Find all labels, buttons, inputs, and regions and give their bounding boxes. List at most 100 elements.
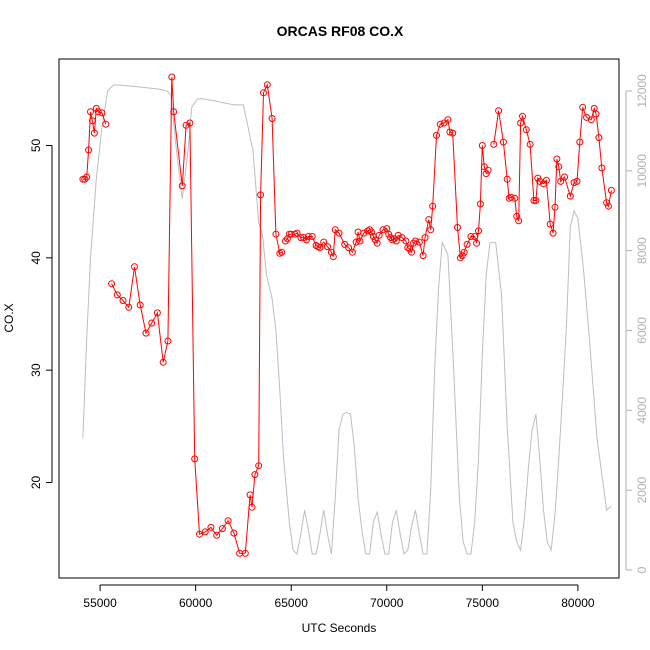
co-data-point (218, 525, 226, 533)
co-data-point (387, 234, 395, 242)
plot-frame (58, 58, 620, 579)
co-data-point (153, 309, 161, 317)
co-data-point (125, 303, 133, 311)
y2-tick-label: 4000 (635, 397, 649, 424)
co-data-point (519, 112, 526, 120)
co-data-point (283, 235, 291, 243)
y-axis-label: CO.X (2, 303, 16, 332)
co-data-point (454, 224, 461, 231)
co-data-point (507, 193, 515, 201)
co-data-point (471, 233, 479, 240)
co-data-point (92, 104, 100, 112)
co-data-point (327, 248, 335, 256)
co-data-point (536, 177, 544, 185)
co-data-point (164, 337, 172, 345)
co-data-point (463, 240, 471, 248)
co-data-point (241, 549, 249, 557)
y2-tick-label: 10000 (635, 154, 649, 188)
co-data-point (303, 236, 310, 244)
co-data-point (191, 455, 199, 463)
co-data-point (478, 142, 486, 149)
co-data-point (324, 243, 331, 251)
co-data-point (526, 140, 534, 148)
co-data-point (404, 244, 412, 252)
co-data-point (282, 237, 289, 245)
co-data-point (246, 491, 254, 499)
co-data-point (142, 329, 150, 337)
co-data-point (436, 120, 444, 128)
co-data-point (90, 129, 98, 137)
co-data-point (182, 121, 190, 129)
co-data-point (603, 199, 611, 207)
co-data-point (503, 175, 511, 183)
co-data-point (484, 166, 492, 174)
co-data-point (412, 237, 419, 245)
co-data-point (449, 129, 457, 137)
co-data-point (482, 170, 490, 178)
co-series-line (111, 76, 282, 554)
co-data-point (379, 226, 387, 234)
x-tick-label: 75000 (466, 596, 500, 610)
co-data-point (196, 530, 203, 538)
co-data-point (201, 528, 209, 536)
co-data-point (522, 126, 530, 134)
co-data-point (136, 301, 144, 309)
co-data-point (108, 280, 116, 288)
y-tick-label: 30 (29, 363, 43, 377)
co-data-point (419, 252, 427, 260)
co-data-point (499, 138, 507, 146)
co-data-point (542, 176, 550, 184)
co-data-point (476, 200, 484, 208)
co-data-point (433, 131, 440, 139)
co-data-point (427, 226, 435, 234)
co-data-point (555, 163, 563, 171)
co-data-point (425, 216, 433, 224)
x-tick-label: 55000 (83, 596, 117, 610)
altitude-series-line (82, 84, 612, 556)
co-data-point (352, 238, 360, 246)
co-data-point (178, 182, 186, 190)
co-data-point (230, 529, 238, 537)
co-data-point (85, 146, 93, 154)
co-data-point (375, 231, 383, 239)
co-data-point (511, 194, 519, 202)
co-data-point (549, 229, 557, 237)
co-data-point (592, 110, 600, 118)
co-data-point (368, 228, 375, 236)
co-data-point (79, 175, 87, 183)
co-data-point (308, 233, 316, 240)
co-data-point (373, 239, 381, 247)
co-data-point (272, 230, 280, 238)
co-data-point (566, 192, 574, 200)
co-data-point (186, 119, 194, 127)
co-data-point (598, 164, 606, 172)
co-data-point (421, 234, 429, 242)
x-tick-label: 80000 (561, 596, 595, 610)
co-data-point (415, 238, 423, 246)
co-data-point (557, 177, 565, 185)
co-data-point (530, 197, 538, 204)
co-data-point (268, 115, 276, 122)
co-data-point (159, 358, 167, 366)
co-data-point (561, 173, 568, 181)
co-data-point (87, 108, 94, 116)
co-data-point (320, 238, 328, 246)
co-data-point (335, 229, 343, 237)
co-data-point (131, 263, 138, 271)
co-data-point (113, 291, 121, 299)
co-data-point (385, 230, 393, 238)
co-data-point (473, 239, 481, 247)
co-data-point (394, 231, 402, 239)
co-data-point (456, 254, 464, 262)
co-data-point (119, 297, 127, 304)
co-data-point (429, 202, 437, 210)
co-data-point (255, 462, 263, 470)
co-data-point (408, 248, 416, 256)
y-tick-label: 50 (29, 139, 43, 153)
co-data-point (475, 227, 482, 235)
y2-tick-label: 6000 (635, 317, 649, 344)
co-data-point (587, 116, 595, 124)
co-data-point (345, 244, 353, 252)
co-data-point (98, 109, 106, 117)
